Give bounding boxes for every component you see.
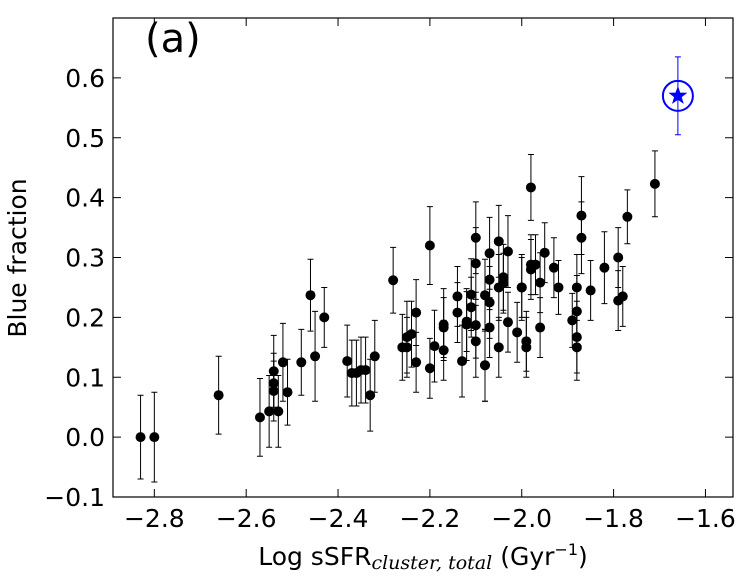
point	[360, 365, 371, 376]
point	[617, 291, 628, 302]
point	[525, 182, 536, 193]
y-tick-label: 0.3	[65, 244, 105, 273]
point	[264, 406, 275, 417]
y-tick-label: 0.4	[65, 184, 105, 213]
x-tick-label: −2.6	[216, 504, 277, 533]
point	[268, 386, 279, 397]
point	[305, 290, 316, 301]
point	[429, 341, 440, 352]
y-tick-label: 0.0	[65, 423, 105, 452]
point	[484, 322, 495, 333]
point	[493, 236, 504, 247]
point	[342, 356, 353, 367]
y-tick-label: 0.6	[65, 64, 105, 93]
point	[149, 432, 160, 443]
point	[516, 282, 527, 293]
y-tick-label: 0.1	[65, 363, 105, 392]
point	[622, 211, 633, 222]
point	[213, 390, 224, 401]
point	[521, 342, 532, 353]
point	[502, 317, 513, 328]
point	[530, 259, 541, 270]
point	[498, 278, 509, 289]
point	[388, 275, 399, 286]
point	[571, 306, 582, 317]
point	[470, 258, 481, 269]
point	[424, 363, 435, 374]
x-tick-label: −1.6	[675, 504, 736, 533]
point	[452, 307, 463, 318]
point	[254, 412, 265, 423]
x-tick-label: −1.8	[583, 504, 644, 533]
x-tick-label: −2.0	[491, 504, 552, 533]
point	[599, 262, 610, 273]
x-label-main: Log sSFR	[258, 542, 371, 571]
point	[424, 240, 435, 251]
x-axis-label: Log sSFRcluster, total (Gyr−1)	[258, 540, 588, 574]
point	[401, 342, 412, 353]
y-axis-label: Blue fraction	[3, 178, 32, 337]
highlight-ring	[661, 79, 694, 112]
point	[411, 357, 422, 368]
point	[319, 312, 330, 323]
point	[365, 390, 376, 401]
point	[649, 178, 660, 189]
point	[493, 342, 504, 353]
point	[277, 357, 288, 368]
star-point	[668, 85, 688, 104]
point	[512, 327, 523, 338]
point	[310, 351, 321, 362]
point	[461, 319, 472, 330]
x-label-unit: (Gyr	[500, 542, 555, 571]
point	[535, 277, 546, 288]
y-tick-label: 0.2	[65, 303, 105, 332]
y-tick-label: 0.5	[65, 124, 105, 153]
x-label-close: )	[578, 542, 588, 571]
point	[484, 274, 495, 285]
x-tick-label: −2.2	[400, 504, 461, 533]
x-tick-label: −2.8	[124, 504, 185, 533]
point	[548, 262, 559, 273]
point	[576, 210, 587, 221]
panel-label: (a)	[145, 16, 201, 62]
point	[553, 282, 564, 293]
point	[613, 252, 624, 263]
x-label-sub: cluster, total	[371, 552, 492, 574]
x-tick-label: −2.4	[308, 504, 369, 533]
point	[296, 357, 307, 368]
point	[406, 329, 417, 340]
point	[466, 302, 477, 313]
point	[470, 320, 481, 331]
point	[135, 432, 146, 443]
x-label-sup: −1	[554, 540, 578, 559]
y-tick-label: −0.1	[44, 483, 105, 512]
point	[457, 356, 468, 367]
point	[567, 315, 578, 326]
point	[369, 351, 380, 362]
point	[502, 246, 513, 257]
point	[535, 322, 546, 333]
point	[585, 285, 596, 296]
plot-frame	[112, 17, 734, 498]
point	[480, 360, 490, 371]
point	[539, 247, 550, 258]
point	[438, 345, 449, 356]
point	[273, 406, 284, 417]
point	[411, 307, 422, 318]
point	[282, 387, 293, 398]
